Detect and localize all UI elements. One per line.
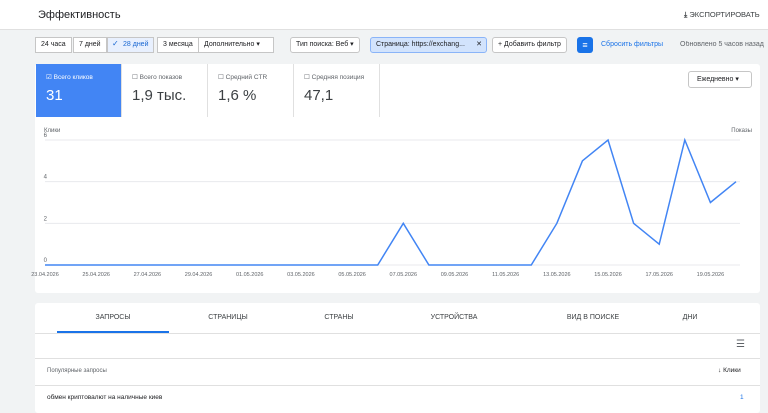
metric-label-text: Средняя позиция: [311, 74, 365, 81]
tab[interactable]: ДНИ: [682, 314, 698, 321]
x-tick-label: 27.04.2026: [134, 272, 162, 278]
add-filter-label: Добавить фильтр: [504, 41, 561, 48]
granularity-dropdown[interactable]: Ежедневно ▾: [688, 71, 752, 88]
granularity-label: Ежедневно: [697, 76, 734, 83]
metric-card[interactable]: ☐ Средняя позиция 47,1: [294, 64, 380, 117]
filter-icon[interactable]: ≡: [577, 37, 593, 53]
remove-icon[interactable]: ✕: [476, 41, 482, 48]
y-tick-label: 0: [44, 258, 48, 264]
more-label: Дополнительно: [204, 41, 255, 48]
x-tick-label: 29.04.2026: [185, 272, 213, 278]
range-chip[interactable]: 7 дней: [73, 37, 107, 53]
metric-card[interactable]: ☐ Всего показов 1,9 тыс.: [122, 64, 208, 117]
x-tick-label: 13.05.2026: [543, 272, 571, 278]
divider: [35, 358, 760, 359]
tab[interactable]: ЗАПРОСЫ: [95, 314, 131, 321]
chart: Клики Показы 0 2 4 6 23.04.2026 25.04.2026 27.…: [31, 128, 752, 278]
page-title: Эффективность: [38, 9, 121, 21]
series-line: [45, 137, 737, 266]
metric-value: 47,1: [304, 87, 334, 104]
metric-label-text: Всего кликов: [53, 74, 93, 81]
export-button[interactable]: ⤓ ЭКСПОРТИРОВАТЬ: [684, 10, 760, 19]
x-tick-label: 01.05.2026: [236, 272, 264, 278]
y-tick-label: 4: [44, 175, 48, 181]
metric-label: ☐ Средняя позиция: [304, 74, 365, 81]
x-tick-label: 09.05.2026: [441, 272, 469, 278]
performance-card: [35, 64, 760, 293]
reset-filters[interactable]: Сбросить фильтры: [601, 41, 664, 48]
metric-label-text: Средний CTR: [225, 74, 268, 81]
more-dropdown[interactable]: Дополнительно ▾: [198, 37, 274, 53]
metric-label: ☐ Средний CTR: [218, 74, 268, 81]
range-chip[interactable]: 28 дней: [107, 37, 155, 53]
column-header-text: Клики: [723, 367, 741, 374]
x-tick-label: 25.04.2026: [82, 272, 110, 278]
header: Эффективность ⤓ ЭКСПОРТИРОВАТЬ: [0, 0, 768, 30]
tab[interactable]: СТРАНИЦЫ: [208, 314, 248, 321]
x-tick-label: 17.05.2026: [645, 272, 673, 278]
tab[interactable]: ВИД В ПОИСКЕ: [566, 314, 620, 321]
y-tick-label: 6: [44, 133, 48, 139]
clicks-cell: 1: [740, 394, 744, 401]
x-tick-label: 11.05.2026: [492, 272, 519, 278]
page-filter[interactable]: Страница: https://exchang... ✕: [370, 37, 487, 53]
y-axis-title: Клики: [44, 128, 60, 134]
table-filter-icon[interactable]: ☰: [736, 339, 745, 350]
x-tick-label: 07.05.2026: [390, 272, 418, 278]
check-icon: ✓: [112, 39, 119, 48]
divider: [35, 333, 760, 334]
metric-card[interactable]: ☑ Всего кликов 31: [36, 64, 122, 117]
search-type-label: Тип поиска: Веб: [296, 41, 349, 48]
column-header: Популярные запросы: [47, 368, 107, 374]
y-tick-label: 2: [44, 216, 48, 222]
search-type-filter[interactable]: Тип поиска: Веб ▾: [290, 37, 360, 53]
metric-value: 1,9 тыс.: [132, 87, 187, 104]
x-tick-label: 05.05.2026: [338, 272, 366, 278]
tab[interactable]: СТРАНЫ: [324, 314, 354, 321]
x-tick-label: 23.04.2026: [31, 272, 59, 278]
metric-value: 1,6 %: [218, 87, 257, 104]
active-tab-indicator: [57, 331, 169, 333]
x-tick-label: 03.05.2026: [287, 272, 315, 278]
x-tick-label: 15.05.2026: [594, 272, 622, 278]
tab[interactable]: УСТРОЙСТВА: [430, 314, 478, 321]
export-label: ЭКСПОРТИРОВАТЬ: [689, 10, 760, 19]
metric-value: 31: [46, 87, 63, 104]
metric-card[interactable]: ☐ Средний CTR 1,6 %: [208, 64, 294, 117]
divider: [35, 385, 760, 386]
query-cell[interactable]: обмен криптовалют на наличные киев: [47, 394, 163, 401]
metric-label-text: Всего показов: [139, 74, 183, 81]
metric-label: ☑ Всего кликов: [46, 74, 93, 81]
y2-axis-title: Показы: [731, 128, 752, 134]
range-chip[interactable]: 24 часа: [35, 37, 72, 53]
updated-note: Обновлено 5 часов назад: [680, 41, 764, 48]
metric-label: ☐ Всего показов: [132, 74, 183, 81]
add-filter[interactable]: + Добавить фильтр: [492, 37, 567, 53]
column-header[interactable]: ↓ Клики: [718, 367, 741, 374]
x-tick-label: 19.05.2026: [697, 272, 725, 278]
page-filter-label: Страница: https://exchang...: [376, 41, 465, 48]
